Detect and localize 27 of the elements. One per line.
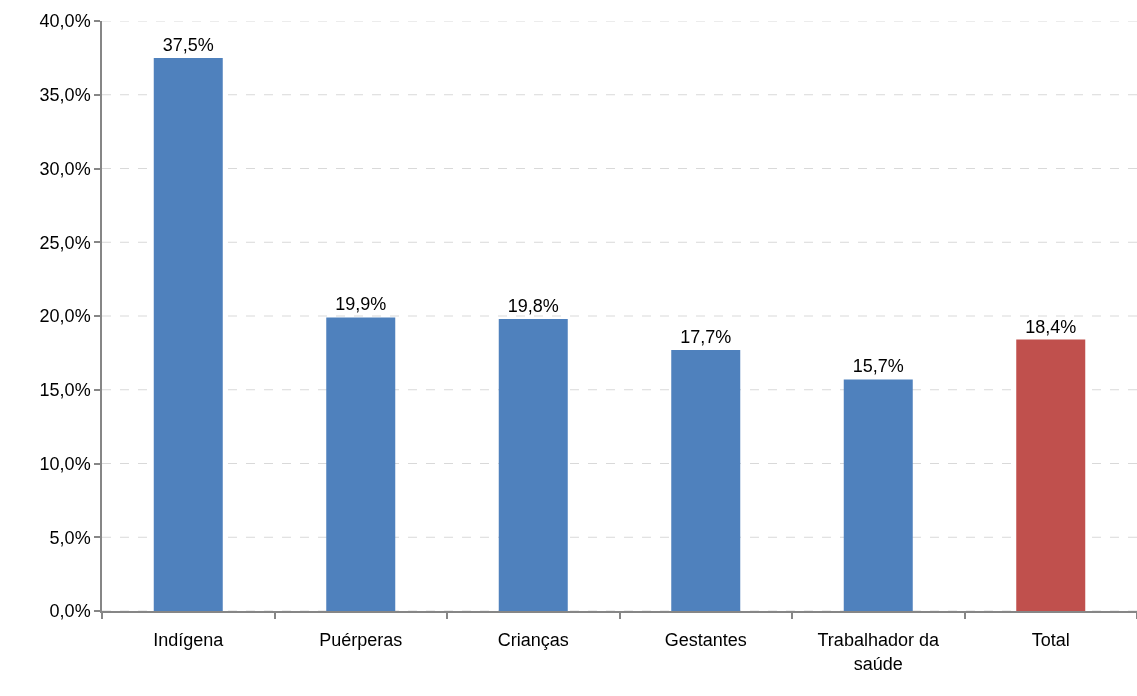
x-tick-label: Crianças: [497, 630, 569, 651]
x-tick-label: Gestantes: [664, 630, 747, 651]
data-label: 18,4%: [1025, 316, 1077, 337]
bar: [153, 57, 223, 611]
bar: [671, 349, 741, 611]
x-tick-label: Puérperas: [319, 630, 403, 651]
y-tick-label: 0,0%: [49, 601, 91, 622]
x-tick-label: Indígena: [153, 630, 225, 651]
y-tick-label: 15,0%: [39, 380, 91, 401]
data-label: 37,5%: [162, 34, 214, 55]
x-tick-label: Total: [1031, 630, 1070, 651]
y-tick-label: 25,0%: [39, 232, 91, 253]
bar: [498, 318, 568, 611]
y-tick-label: 5,0%: [49, 527, 91, 548]
y-tick-label: 10,0%: [39, 453, 91, 474]
y-tick-label: 40,0%: [39, 11, 91, 32]
y-tick-label: 35,0%: [39, 85, 91, 106]
bar: [843, 379, 913, 611]
data-label: 19,9%: [335, 294, 387, 315]
data-label: 17,7%: [680, 326, 732, 347]
bar: [1016, 339, 1086, 611]
x-tick-label: Trabalhador da saúde: [817, 630, 940, 674]
data-label: 15,7%: [852, 356, 904, 377]
y-tick-label: 20,0%: [39, 306, 91, 327]
y-tick-label: 30,0%: [39, 158, 91, 179]
data-label: 19,8%: [507, 295, 559, 316]
bar: [326, 317, 396, 611]
